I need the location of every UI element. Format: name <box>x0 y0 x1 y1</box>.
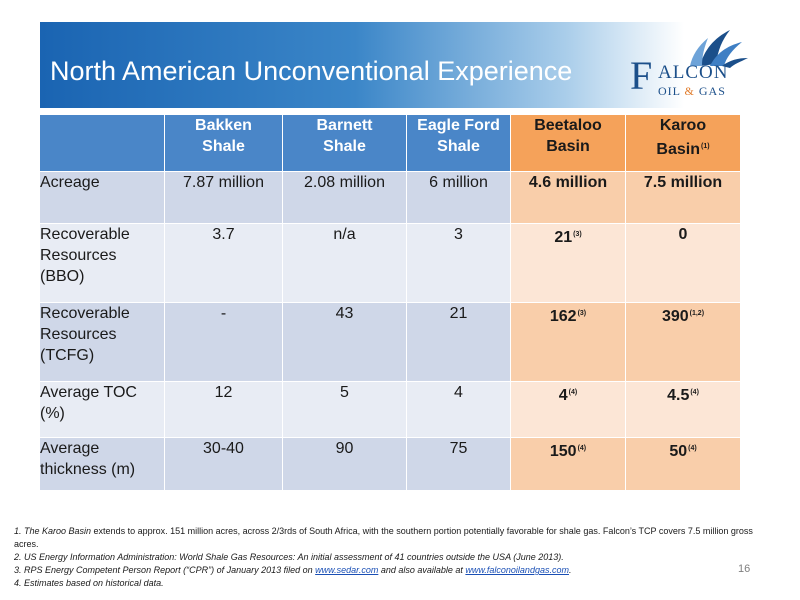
footnote-3: 3. RPS Energy Competent Person Report (“… <box>14 565 572 575</box>
table-cell: n/a <box>282 223 407 303</box>
table-cell: 4 <box>406 381 511 438</box>
footnote-2: 2. US Energy Information Administration:… <box>14 552 564 562</box>
table-cell: 3 <box>406 223 511 303</box>
table-row-recoverable-bbo: Recoverable Resources (BBO) 3.7 n/a 3 21(3… <box>39 223 741 303</box>
table-cell: 4.6 million <box>510 171 626 224</box>
table-cell: 162(3) <box>510 302 626 382</box>
page-number: 16 <box>738 563 751 575</box>
table-cell: 7.5 million <box>625 171 741 224</box>
footnote-1: 1. The Karoo Basin extends to approx. 15… <box>14 526 753 549</box>
row-label: Recoverable Resources (BBO) <box>39 223 165 303</box>
slide-title: North American Unconventional Experience <box>50 56 573 86</box>
header-karoo: Karoo Basin(1) <box>625 114 741 172</box>
table-row-recoverable-tcfg: Recoverable Resources (TCFG) - 43 21 162(3… <box>39 302 741 382</box>
sedar-link[interactable]: www.sedar.com <box>315 565 379 575</box>
table-row-acreage: Acreage 7.87 million 2.08 million 6 mill… <box>39 171 741 224</box>
table-cell: 150(4) <box>510 437 626 491</box>
header-eagle-ford: Eagle Ford Shale <box>406 114 511 172</box>
falcon-logo: F ALCON OIL & GAS <box>630 28 750 108</box>
table-header-row: Bakken Shale Barnett Shale Eagle Ford Shale… <box>39 114 741 172</box>
table-row-average-toc: Average TOC (%) 12 5 4 4(4) 4.5(4) <box>39 381 741 438</box>
table-cell: 30-40 <box>164 437 283 491</box>
row-label: Average thickness (m) <box>39 437 165 491</box>
table-cell: 21 <box>406 302 511 382</box>
logo-subline: OIL & GAS <box>658 84 726 98</box>
table-cell: 4(4) <box>510 381 626 438</box>
footnotes: 1. The Karoo Basin extends to approx. 15… <box>14 525 774 590</box>
row-label: Average TOC (%) <box>39 381 165 438</box>
table-cell: 75 <box>406 437 511 491</box>
table-cell: 50(4) <box>625 437 741 491</box>
table-cell: 12 <box>164 381 283 438</box>
row-label: Acreage <box>39 171 165 224</box>
header-beetaloo: Beetaloo Basin <box>510 114 626 172</box>
table-cell: 5 <box>282 381 407 438</box>
table-cell: - <box>164 302 283 382</box>
table-cell: 6 million <box>406 171 511 224</box>
footnote-4: 4. Estimates based on historical data. <box>14 578 164 588</box>
falcon-wing-icon <box>690 30 748 68</box>
header-corner <box>39 114 165 172</box>
table-cell: 0 <box>625 223 741 303</box>
row-label: Recoverable Resources (TCFG) <box>39 302 165 382</box>
table-cell: 7.87 million <box>164 171 283 224</box>
logo-wordmark: ALCON <box>658 62 729 83</box>
table-cell: 390(1,2) <box>625 302 741 382</box>
table-cell: 90 <box>282 437 407 491</box>
table-row-average-thickness: Average thickness (m) 30-40 90 75 150(4) … <box>39 437 741 491</box>
comparison-table: Bakken Shale Barnett Shale Eagle Ford Shale… <box>39 114 741 491</box>
table-cell: 2.08 million <box>282 171 407 224</box>
table-cell: 3.7 <box>164 223 283 303</box>
table-cell: 4.5(4) <box>625 381 741 438</box>
title-banner <box>40 22 740 108</box>
logo-letter-f: F <box>630 53 653 98</box>
table-cell: 43 <box>282 302 407 382</box>
table-cell: 21(3) <box>510 223 626 303</box>
header-bakken: Bakken Shale <box>164 114 283 172</box>
header-barnett: Barnett Shale <box>282 114 407 172</box>
falcon-website-link[interactable]: www.falconoilandgas.com <box>465 565 569 575</box>
